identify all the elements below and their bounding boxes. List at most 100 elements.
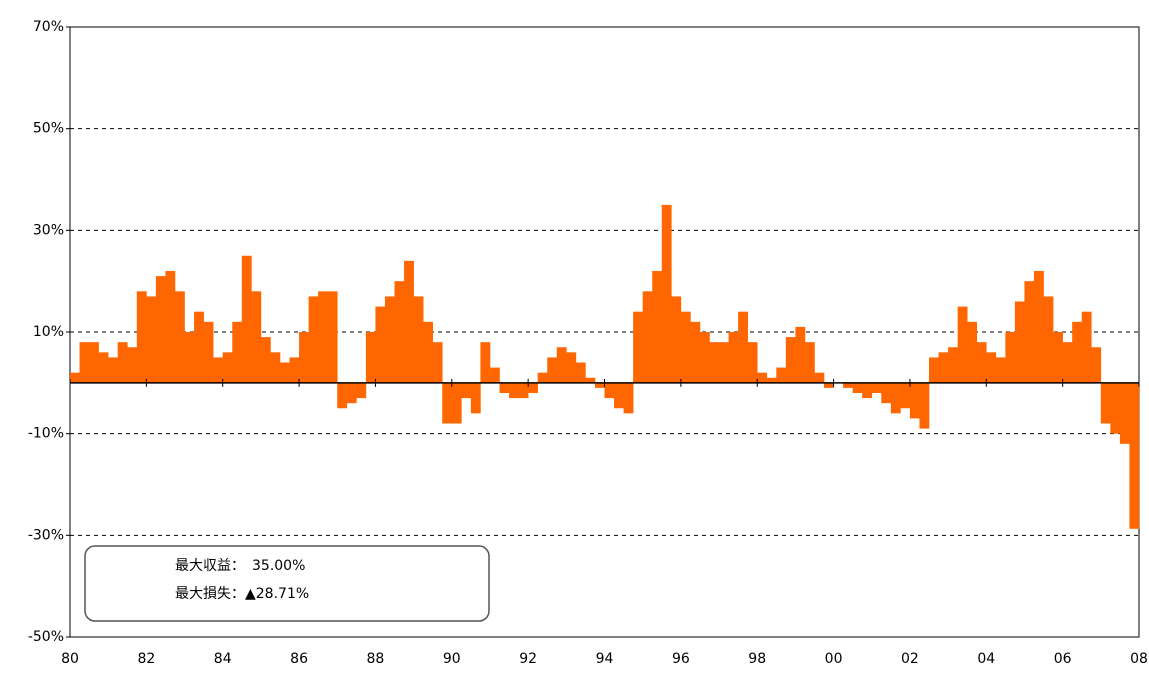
x-tick-label: 84 [214, 651, 232, 667]
bar [690, 321, 701, 383]
x-tick-label: 00 [825, 651, 843, 667]
bar [919, 382, 930, 429]
bar [1014, 301, 1025, 383]
bar [575, 362, 586, 383]
bar [375, 306, 386, 383]
bar [184, 332, 195, 383]
bar [652, 271, 663, 383]
bar [174, 291, 185, 383]
bar [70, 372, 80, 383]
bar [404, 260, 414, 383]
x-tick-label: 94 [596, 651, 614, 667]
annotation: 最大損失：▲28.71% [175, 586, 309, 602]
x-tick-label: 88 [367, 651, 385, 667]
bar [995, 357, 1006, 383]
x-tick-label: 04 [977, 651, 995, 667]
bar [213, 357, 224, 383]
bar [843, 382, 853, 388]
x-tick-label: 02 [901, 651, 919, 667]
bar [108, 357, 119, 383]
bar [623, 382, 634, 414]
bar [365, 332, 376, 383]
bar [986, 352, 997, 383]
bar [346, 382, 357, 404]
annotation: 最大収益： 35.00% [175, 558, 305, 574]
bar [633, 311, 643, 383]
bar [604, 382, 615, 399]
bar [1034, 271, 1044, 383]
bar [1043, 296, 1054, 383]
bar [98, 352, 109, 383]
bar [699, 332, 710, 383]
bar [1005, 332, 1016, 383]
bar [461, 382, 472, 399]
bar [260, 337, 271, 383]
bar [804, 342, 815, 383]
bar [976, 342, 987, 383]
bar [909, 382, 920, 419]
bar [528, 382, 538, 393]
bar [1053, 332, 1063, 383]
bar [776, 367, 787, 383]
bar [871, 382, 882, 393]
y-tick-label: 10% [33, 324, 64, 340]
y-tick-label: -10% [28, 426, 64, 442]
y-tick-label: 50% [33, 121, 64, 137]
bar [489, 367, 500, 383]
bar [337, 382, 348, 409]
bar [423, 321, 433, 383]
bar [1100, 382, 1111, 424]
x-tick-label: 90 [443, 651, 461, 667]
bar [251, 291, 262, 383]
bar [299, 332, 309, 383]
bar [814, 372, 825, 383]
bar [1024, 281, 1035, 383]
bar [661, 204, 672, 383]
bar [537, 372, 548, 383]
bar [327, 291, 338, 383]
bar [136, 291, 147, 383]
bar [585, 377, 596, 383]
bar [194, 311, 204, 383]
bar [900, 382, 911, 409]
bar [451, 382, 462, 424]
bar [890, 382, 901, 414]
bar [222, 352, 233, 383]
bar [671, 296, 682, 383]
bar [948, 347, 958, 383]
x-tick-label: 86 [290, 651, 308, 667]
bar [1119, 382, 1130, 444]
bar [432, 342, 443, 383]
bar [795, 326, 806, 383]
bar [614, 382, 624, 409]
bar [1110, 382, 1121, 434]
bar [318, 291, 329, 383]
bar [1091, 347, 1102, 383]
bar [480, 342, 491, 383]
bar [413, 296, 424, 383]
bar [384, 296, 395, 383]
y-tick-label: -50% [28, 629, 64, 645]
bar [470, 382, 481, 414]
bar [680, 311, 691, 383]
bar [881, 382, 892, 404]
bar [165, 271, 176, 383]
bar [757, 372, 768, 383]
bar [279, 362, 290, 383]
bar [442, 382, 453, 424]
x-tick-label: 82 [137, 651, 155, 667]
bar [1129, 382, 1140, 529]
bar [766, 377, 777, 383]
bar [642, 291, 653, 383]
bar [967, 321, 978, 383]
bar [308, 296, 319, 383]
bar [709, 342, 720, 383]
bar [509, 382, 519, 399]
bar [862, 382, 873, 399]
bar [155, 276, 166, 383]
bar [938, 352, 949, 383]
bar [117, 342, 128, 383]
bar [146, 296, 157, 383]
bar [824, 382, 834, 388]
